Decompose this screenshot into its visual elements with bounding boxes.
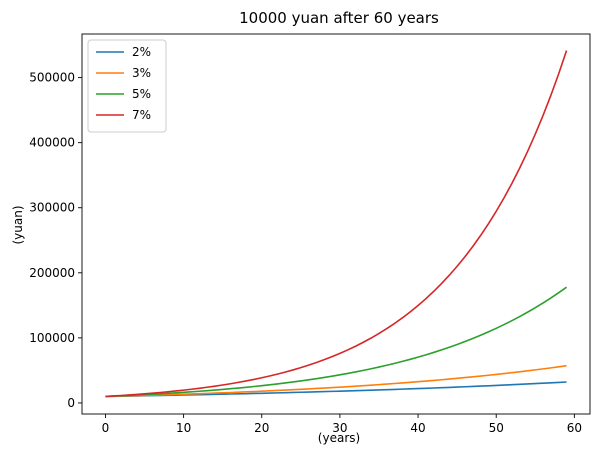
series-line-2	[105, 286, 568, 398]
series-line-3	[105, 50, 568, 398]
legend-label-2: 5%	[132, 87, 151, 101]
plot-frame	[81, 33, 591, 415]
x-tick-label: 40	[410, 421, 425, 435]
y-tick-label: 500000	[29, 71, 75, 85]
legend: 2% 3% 5% 7%	[87, 39, 167, 133]
y-tick-label: 200000	[29, 266, 75, 280]
y-tick-label: 400000	[29, 136, 75, 150]
y-tick-label: 100000	[29, 331, 75, 345]
x-axis-label: (years)	[318, 431, 360, 445]
legend-label-1: 3%	[132, 66, 151, 80]
x-tick-label: 30	[332, 421, 347, 435]
x-tick-label: 10	[176, 421, 191, 435]
x-tick-label: 0	[102, 421, 110, 435]
y-axis-label: (yuan)	[11, 205, 25, 244]
series-line-1	[105, 364, 567, 398]
x-tick-label: 20	[254, 421, 269, 435]
series-line-0	[105, 381, 567, 398]
x-tick-label: 60	[567, 421, 582, 435]
legend-label-3: 7%	[132, 108, 151, 122]
chart-title: 10000 yuan after 60 years	[239, 9, 439, 27]
legend-label-0: 2%	[132, 45, 151, 59]
y-tick-label: 300000	[29, 201, 75, 215]
x-tick-label: 50	[489, 421, 504, 435]
plot-area: 0 10 20 30 40 50 60 0 100000 200000 300000 400000 50…	[29, 33, 591, 435]
legend-box	[87, 39, 167, 133]
y-tick-label: 0	[67, 396, 75, 410]
